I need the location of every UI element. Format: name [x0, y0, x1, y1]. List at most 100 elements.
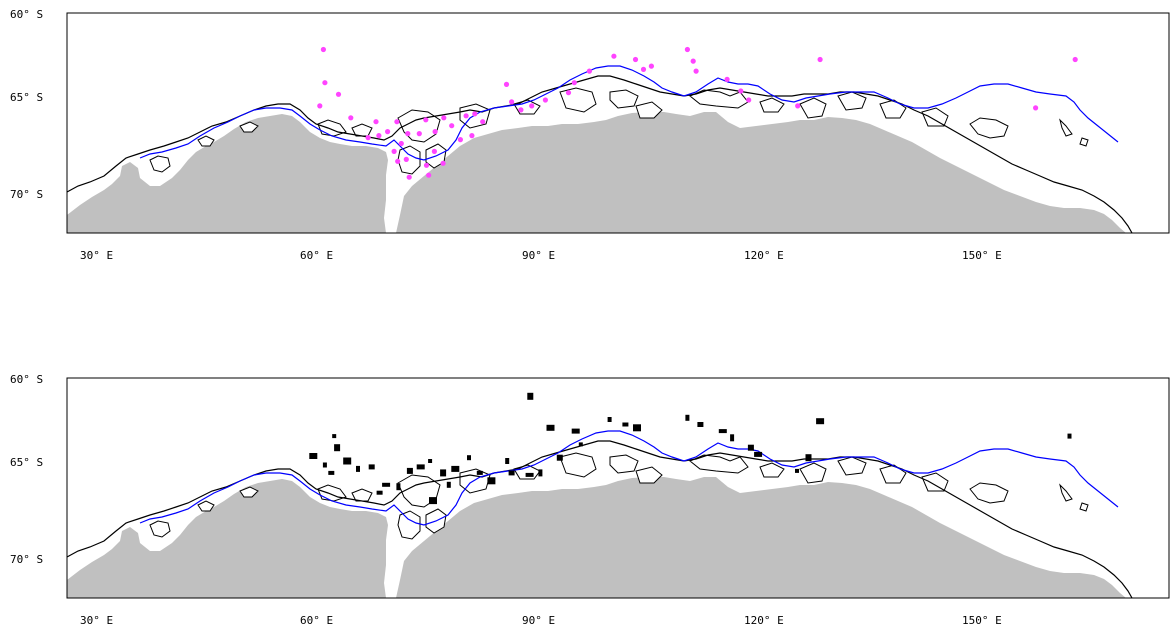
lon-label-90e: 90° E: [522, 614, 555, 627]
observation-point: [509, 99, 515, 105]
lon-label-150e: 150° E: [962, 614, 1002, 627]
observation-point: [368, 464, 375, 470]
lat-label-70s: 70° S: [10, 553, 43, 566]
observation-point: [376, 133, 382, 139]
observation-point: [405, 131, 411, 137]
observation-points: [317, 46, 1078, 180]
observation-point: [578, 442, 583, 447]
observation-point: [373, 119, 379, 125]
observation-point: [398, 140, 404, 147]
observation-point: [334, 444, 341, 452]
lat-label-65s: 65° S: [10, 456, 43, 469]
observation-point: [416, 464, 425, 470]
lon-label-150e: 150° E: [962, 249, 1002, 262]
observation-point: [457, 137, 463, 143]
observation-point: [525, 472, 534, 477]
observation-point: [527, 392, 534, 400]
observation-point: [322, 80, 328, 86]
observation-point: [529, 103, 535, 109]
observation-point: [505, 458, 510, 464]
observation-point: [1033, 105, 1039, 111]
observation-point: [416, 131, 422, 137]
observation-point: [487, 477, 496, 485]
observation-point: [396, 483, 401, 491]
observation-point: [1067, 433, 1072, 439]
lon-label-30e: 30° E: [80, 249, 113, 262]
observation-point: [697, 422, 704, 427]
observation-point: [746, 97, 752, 103]
observation-point: [754, 451, 763, 457]
observation-point: [730, 434, 735, 442]
observation-point: [571, 428, 580, 434]
observation-point: [556, 454, 563, 461]
observation-point: [546, 424, 555, 431]
observation-point: [343, 457, 352, 465]
observation-point: [690, 58, 696, 64]
observation-point: [440, 160, 446, 166]
observation-point: [632, 56, 639, 63]
observation-point: [508, 470, 515, 476]
observation-point: [648, 63, 655, 69]
observation-point: [348, 115, 354, 121]
observation-point: [480, 119, 486, 125]
observation-point: [476, 470, 483, 475]
map-panel-bottom: 60° S 65° S 70° S 30° E 60° E 90° E 120°…: [0, 365, 1170, 635]
sea-ice-edge-line: [139, 65, 1119, 161]
observation-point: [376, 490, 383, 495]
observation-point: [586, 68, 593, 74]
observation-point: [309, 453, 318, 459]
observation-point: [503, 81, 510, 87]
observation-point: [382, 482, 391, 487]
observation-point: [472, 111, 478, 117]
lat-label-70s: 70° S: [10, 188, 43, 201]
map-panel-top: 60° S 65° S 70° S 30° E 60° E 90° E 120°…: [0, 0, 1170, 270]
observation-point: [542, 97, 549, 103]
observation-point: [356, 465, 360, 472]
observation-point: [685, 414, 690, 421]
observation-point: [451, 465, 460, 472]
lon-label-90e: 90° E: [522, 249, 555, 262]
observation-point: [518, 107, 524, 113]
observation-point: [429, 497, 437, 505]
observation-point: [816, 418, 825, 425]
lat-label-65s: 65° S: [10, 91, 43, 104]
lon-label-60e: 60° E: [300, 249, 333, 262]
observation-point: [446, 481, 451, 488]
lon-label-120e: 120° E: [744, 614, 784, 627]
map-svg-top: 60° S 65° S 70° S 30° E 60° E 90° E 120°…: [10, 8, 1170, 262]
observation-point: [423, 117, 429, 123]
observation-point: [317, 103, 323, 109]
observation-point: [467, 455, 471, 461]
observation-point: [431, 148, 437, 154]
antarctica-land: [67, 112, 1126, 233]
observation-point: [440, 469, 447, 477]
observation-point: [328, 470, 335, 475]
ice-shelf-outline: [149, 452, 1089, 540]
observation-point: [795, 103, 801, 109]
observation-point: [365, 135, 371, 141]
observation-point: [426, 172, 432, 178]
observation-point: [394, 119, 400, 125]
observation-point: [805, 454, 812, 462]
observation-point: [320, 46, 326, 53]
lon-label-30e: 30° E: [80, 614, 113, 627]
observation-point: [1072, 56, 1078, 63]
observation-point: [611, 53, 617, 59]
observation-point: [335, 91, 342, 97]
observation-point: [432, 129, 438, 135]
lon-label-120e: 120° E: [744, 249, 784, 262]
sea-ice-edge-line: [139, 430, 1119, 526]
lon-label-60e: 60° E: [300, 614, 333, 627]
observation-point: [817, 56, 823, 63]
map-svg-bottom: 60° S 65° S 70° S 30° E 60° E 90° E 120°…: [10, 373, 1170, 627]
observation-point: [395, 158, 401, 164]
antarctica-land: [67, 477, 1126, 598]
observation-point: [684, 46, 691, 53]
observation-point: [795, 468, 799, 473]
observation-point: [571, 80, 577, 86]
observation-point: [391, 148, 397, 154]
observation-points: [309, 392, 1072, 505]
observation-point: [640, 66, 647, 72]
observation-point: [747, 444, 754, 451]
lat-label-60s: 60° S: [10, 8, 43, 21]
